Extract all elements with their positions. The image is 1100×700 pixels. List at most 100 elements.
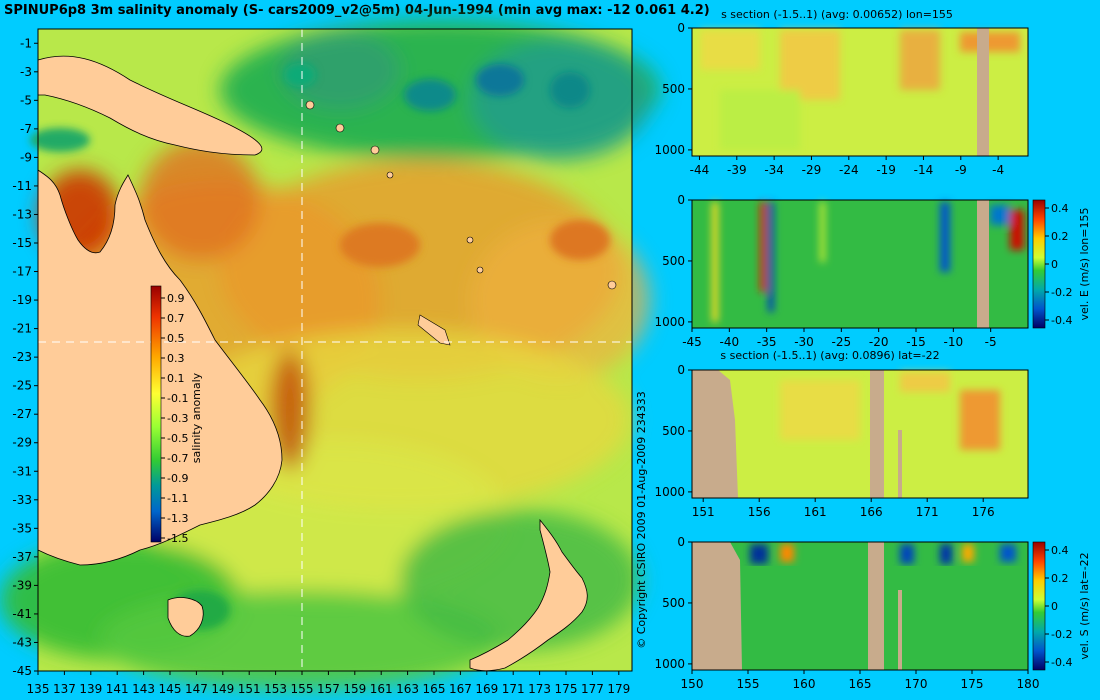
section-xtick-label: -29 xyxy=(802,163,822,177)
colorbar-tick-label: -0.9 xyxy=(167,472,188,485)
map-ytick-label: -9 xyxy=(20,150,32,164)
map-xtick-label: 139 xyxy=(79,682,102,696)
land-tasmania xyxy=(167,597,204,637)
colorbar-tick-label: -0.5 xyxy=(167,432,188,445)
section-ytick-label: 0 xyxy=(677,363,685,377)
map-ytick-label: -31 xyxy=(12,464,32,478)
section-xtick-label: -9 xyxy=(955,163,967,177)
section-xtick-label: 150 xyxy=(681,677,704,691)
s-section-lat-22-plot: s section (-1.5..1) (avg: 0.0896) lat=-2… xyxy=(654,349,1029,519)
vel-e-section-lon155-axes: -45 -40 -35 -30 -25 -20 -15 -10 -5 0 500 1000 xyxy=(654,193,996,349)
land-new-guinea xyxy=(37,55,263,156)
vel-s-section-lat-22-plot: 150 155 160 165 170 175 180 0 500 1000 0.4 0.2 0 -0.… xyxy=(654,535,1091,691)
section-ytick-label: 1000 xyxy=(654,485,685,499)
vel-s-colorbar-ticks: 0.4 0.2 0 -0.2 -0.4 xyxy=(1045,544,1072,669)
section-xtick-label: 175 xyxy=(961,677,984,691)
salinity-colorbar xyxy=(150,285,162,543)
section-xtick-label: -14 xyxy=(914,163,934,177)
colorbar-tick-label: 0.4 xyxy=(1051,544,1069,557)
colorbar-tick-label: -1.5 xyxy=(167,532,188,545)
section-xtick-label: -4 xyxy=(992,163,1004,177)
land-island xyxy=(370,145,380,155)
section-xtick-label: -25 xyxy=(832,335,852,349)
map-axes: 135 137 139 141 143 145 147 149 151 153 155 157 159 1… xyxy=(12,36,630,696)
map-xtick-label: 149 xyxy=(211,682,234,696)
land-island xyxy=(386,171,394,179)
colorbar-tick-label: -0.2 xyxy=(1051,286,1072,299)
map-xtick-label: 163 xyxy=(396,682,419,696)
map-ytick-label: -39 xyxy=(12,578,32,592)
section-xtick-label: -34 xyxy=(764,163,784,177)
section-xtick-label: 155 xyxy=(737,677,760,691)
section-xtick-label: 161 xyxy=(804,505,827,519)
map-xtick-label: 147 xyxy=(185,682,208,696)
section-xtick-label: -39 xyxy=(727,163,747,177)
section-ytick-label: 1000 xyxy=(654,143,685,157)
map-xtick-label: 169 xyxy=(475,682,498,696)
map-ytick-label: -37 xyxy=(12,550,32,564)
colorbar-tick-label: 0.1 xyxy=(167,372,185,385)
map-xtick-label: 145 xyxy=(159,682,182,696)
colorbar-tick-label: -0.7 xyxy=(167,452,188,465)
s-section-lon155-title: s section (-1.5..1) (avg: 0.00652) lon=1… xyxy=(721,8,953,21)
land-island xyxy=(466,236,474,244)
section-xtick-label: -24 xyxy=(839,163,859,177)
copyright-text: © Copyright CSIRO 2009 01-Aug-2009 23433… xyxy=(635,391,648,649)
map-xtick-label: 165 xyxy=(423,682,446,696)
colorbar-tick-label: 0 xyxy=(1051,600,1058,613)
section-xtick-label: 151 xyxy=(692,505,715,519)
map-ytick-label: -29 xyxy=(12,436,32,450)
colorbar-tick-label: 0 xyxy=(1051,258,1058,271)
colorbar-tick-label: -0.2 xyxy=(1051,628,1072,641)
land-island xyxy=(335,123,345,133)
s-section-lat-22-title: s section (-1.5..1) (avg: 0.0896) lat=-2… xyxy=(720,349,939,362)
colorbar-tick-label: 0.7 xyxy=(167,312,185,325)
map-xtick-label: 179 xyxy=(607,682,630,696)
map-ytick-label: -19 xyxy=(12,293,32,307)
map-xtick-label: 173 xyxy=(528,682,551,696)
section-xtick-label: -10 xyxy=(944,335,964,349)
section-land xyxy=(977,28,989,156)
section-xtick-label: -30 xyxy=(794,335,814,349)
map-frame xyxy=(37,28,633,672)
section-ytick-label: 500 xyxy=(662,254,685,268)
map-ytick-label: -35 xyxy=(12,521,32,535)
section-xtick-label: -40 xyxy=(720,335,740,349)
map-xtick-label: 143 xyxy=(132,682,155,696)
land-island xyxy=(305,100,315,110)
section-ytick-label: 0 xyxy=(677,535,685,549)
vel-s-colorbar xyxy=(1032,541,1046,671)
colorbar-tick-label: -1.3 xyxy=(167,512,188,525)
map-ytick-label: -27 xyxy=(12,407,32,421)
section-xtick-label: -45 xyxy=(682,335,702,349)
map-ytick-label: -11 xyxy=(12,179,32,193)
section-xtick-label: -20 xyxy=(869,335,889,349)
vel-s-section-lat-22-axes: 150 155 160 165 170 175 180 0 500 1000 xyxy=(654,535,1039,691)
land-new-zealand xyxy=(469,518,588,672)
map-ytick-label: -3 xyxy=(20,65,32,79)
section-xtick-label: -44 xyxy=(690,163,710,177)
map-ytick-label: -17 xyxy=(12,265,32,279)
map-ytick-label: -5 xyxy=(20,93,32,107)
colorbar-tick-label: 0.2 xyxy=(1051,230,1069,243)
map-ytick-label: -41 xyxy=(12,607,32,621)
section-ytick-label: 500 xyxy=(662,424,685,438)
section-ytick-label: 500 xyxy=(662,82,685,96)
map-xtick-label: 137 xyxy=(53,682,76,696)
section-xtick-label: 165 xyxy=(849,677,872,691)
section-ytick-label: 0 xyxy=(677,193,685,207)
colorbar-tick-label: -0.4 xyxy=(1051,314,1072,327)
map-ytick-label: -15 xyxy=(12,236,32,250)
section-xtick-label: -5 xyxy=(985,335,997,349)
map-plot: 135 137 139 141 143 145 147 149 151 153 155 157 159 1… xyxy=(0,20,660,696)
map-xtick-label: 177 xyxy=(581,682,604,696)
map-ytick-label: -1 xyxy=(20,36,32,50)
map-xtick-label: 151 xyxy=(238,682,261,696)
s-section-lat-22-axes: 151 156 161 166 171 176 0 500 1000 xyxy=(654,363,994,519)
map-ytick-label: -43 xyxy=(12,635,32,649)
map-xtick-label: 175 xyxy=(555,682,578,696)
map-ytick-label: -25 xyxy=(12,379,32,393)
section-ytick-label: 500 xyxy=(662,596,685,610)
